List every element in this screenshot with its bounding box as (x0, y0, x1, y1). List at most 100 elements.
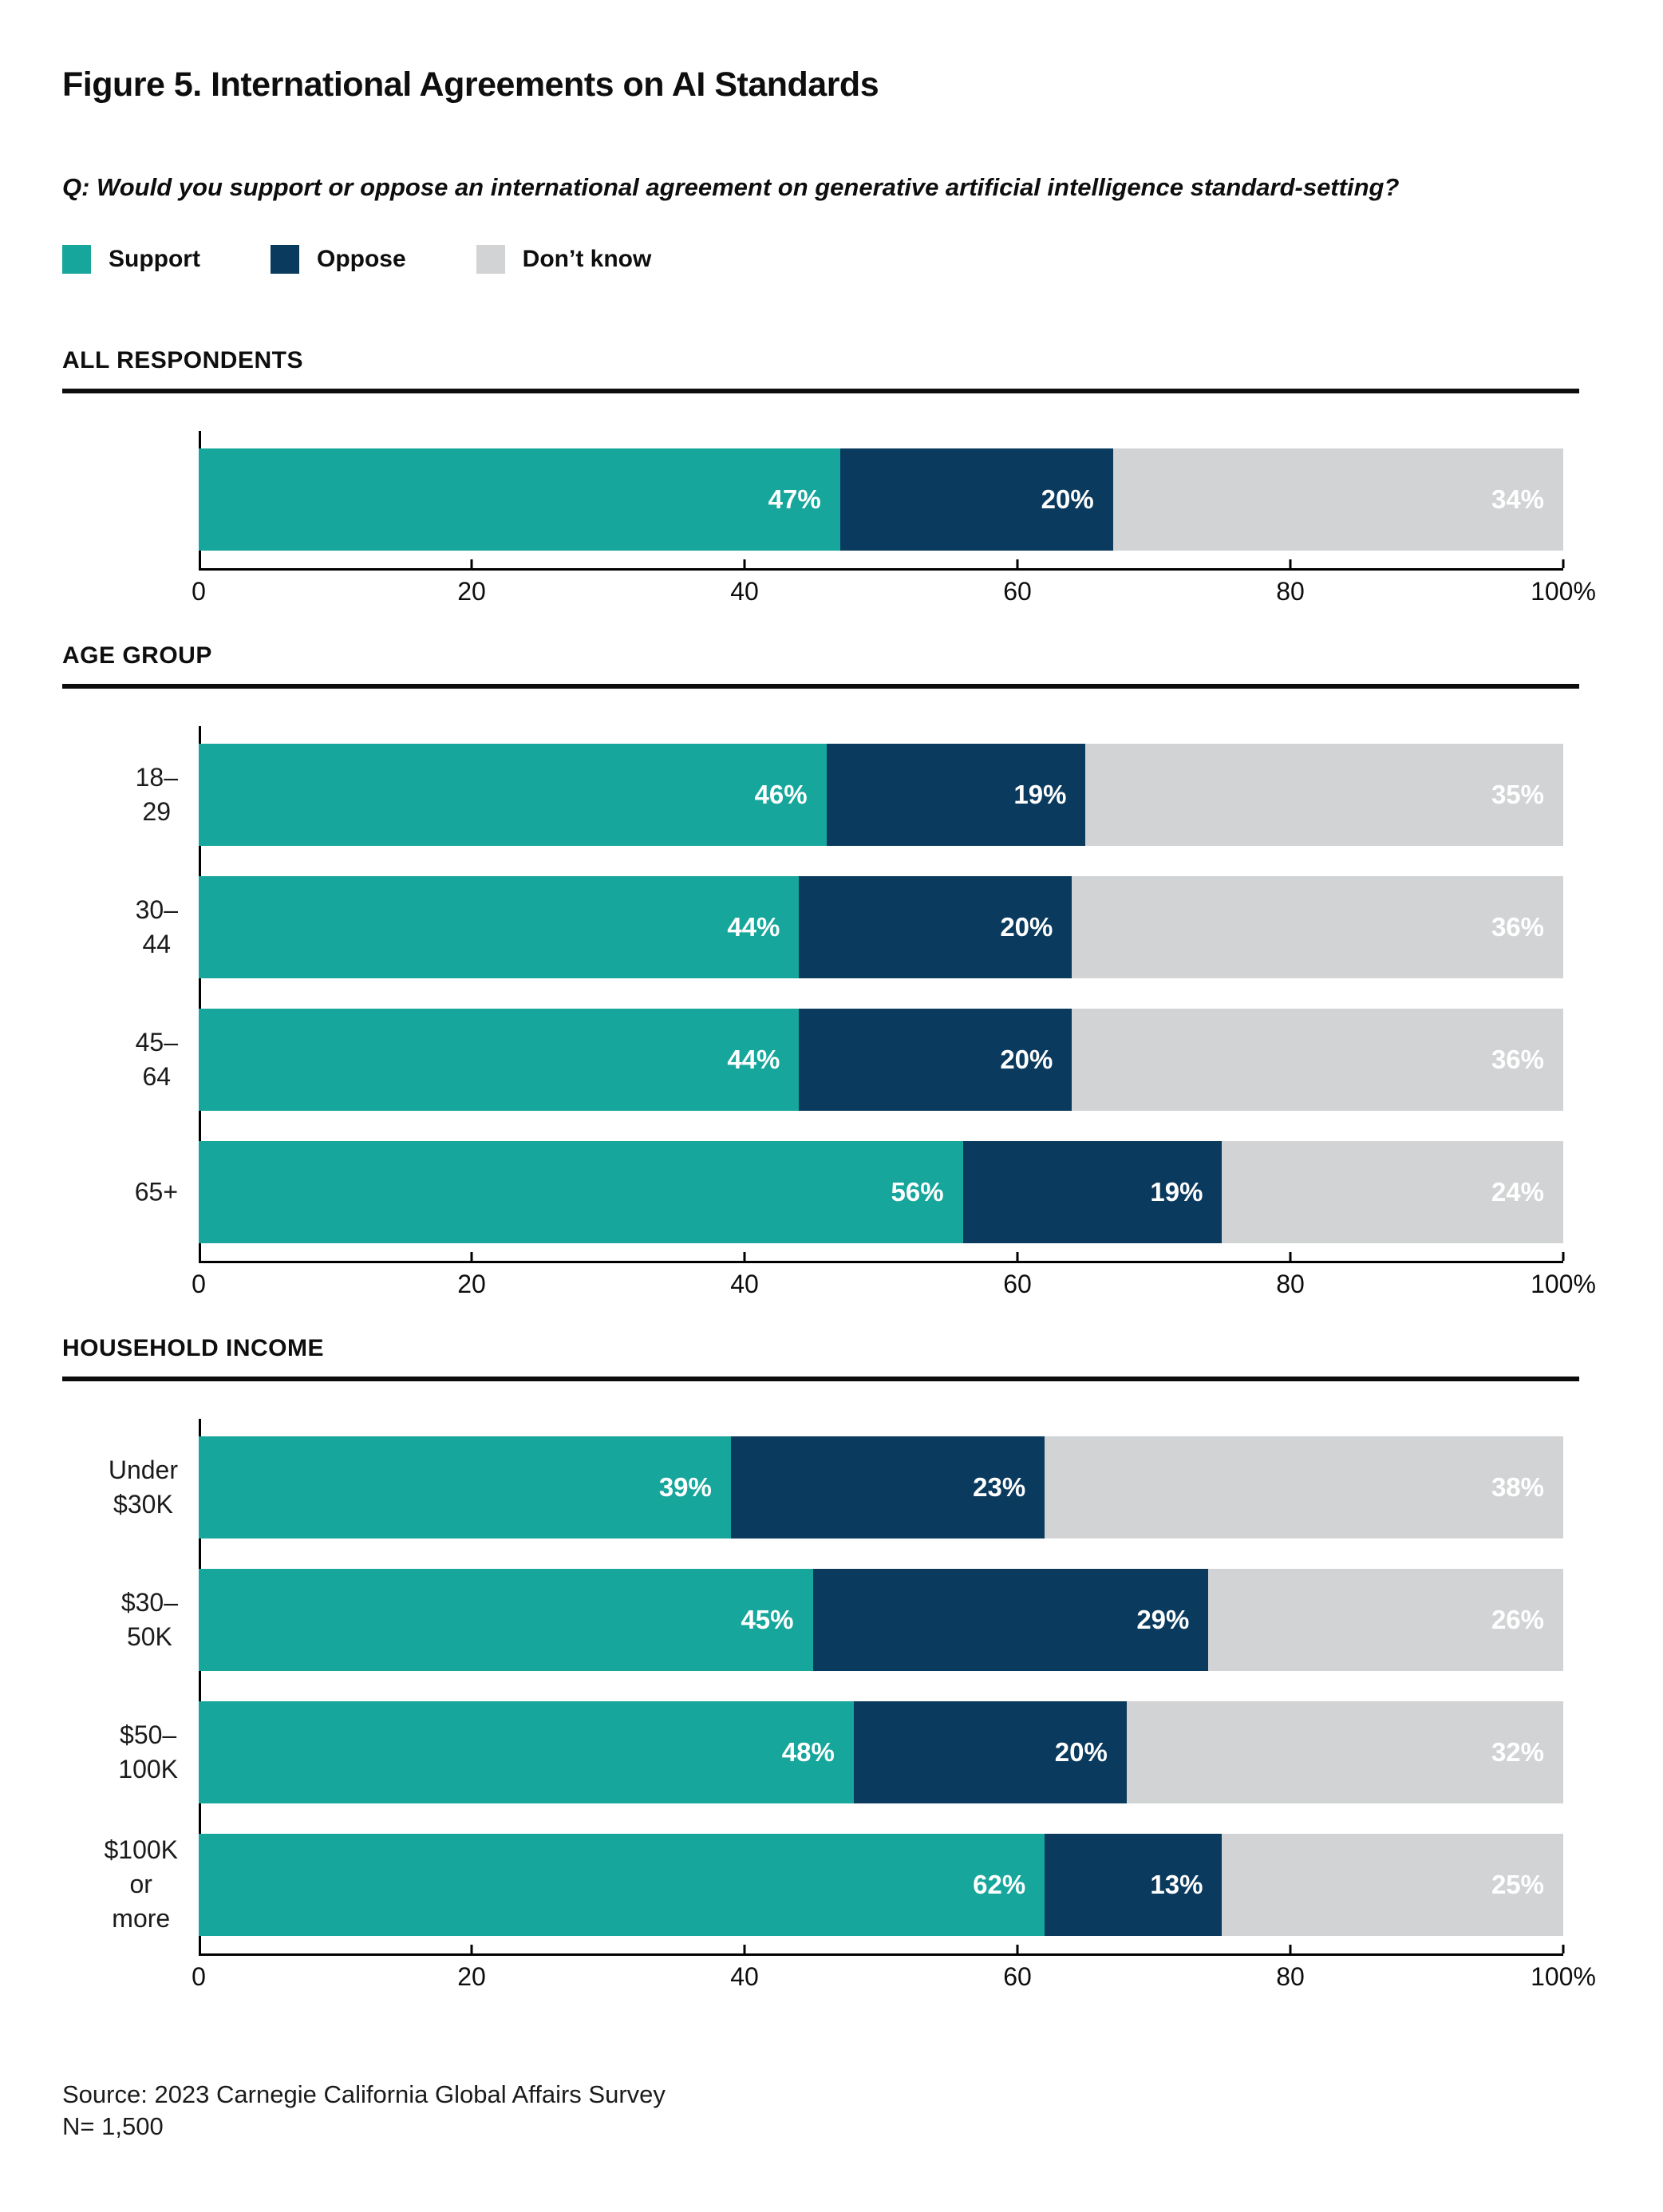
x-axis-tick-labels: 0 20 40 60 80 100% (192, 577, 1596, 609)
bar-segment-support: 47% (199, 448, 840, 551)
stacked-bar: 44% 20% 36% (199, 876, 1563, 978)
legend-label: Support (109, 246, 200, 272)
legend-swatch-icon (62, 245, 91, 274)
stacked-bar: 44% 20% 36% (199, 1009, 1563, 1111)
category-label: 18–29 (135, 762, 178, 826)
bar-segment-support: 45% (199, 1569, 813, 1671)
chart-all-respondents: 47% 20% 34% (199, 431, 1565, 571)
value-label: 45% (741, 1605, 794, 1634)
section-header-household-income: HOUSEHOLD INCOME (62, 1335, 325, 1361)
value-label: 46% (754, 780, 808, 809)
axis-tick (1016, 559, 1019, 568)
axis-tick (1562, 1252, 1565, 1261)
axis-tick-label: 40 (730, 1270, 759, 1298)
bar-segment-support: 48% (199, 1701, 854, 1803)
value-label: 20% (1054, 1737, 1108, 1767)
legend-label: Don’t know (522, 246, 652, 272)
bar-row: $50–100K 48% 20% 32% (118, 1701, 1563, 1803)
category-label: $100K or more (104, 1835, 178, 1934)
axis-tick (1562, 1945, 1565, 1953)
bar-segment-oppose: 20% (799, 876, 1072, 978)
section-all-respondents: ALL RESPONDENTS 47% 20% 34% 0 20 40 60 80 100% (62, 347, 1596, 609)
value-label: 25% (1491, 1870, 1544, 1899)
legend-item-support: Support (62, 245, 200, 274)
bar-segment-dont-know: 24% (1222, 1141, 1563, 1243)
stacked-bar: 45% 29% 26% (199, 1569, 1563, 1671)
section-rule (62, 1377, 1579, 1381)
value-label: 44% (727, 1045, 780, 1074)
x-axis-line (199, 1945, 1565, 1956)
axis-tick-label: 80 (1276, 577, 1305, 606)
bar-segment-support: 62% (199, 1834, 1045, 1936)
value-label: 26% (1491, 1605, 1544, 1634)
axis-tick-label: 20 (457, 577, 486, 606)
axis-tick (743, 1252, 746, 1261)
axis-tick-label: 0 (192, 1962, 206, 1991)
axis-tick (470, 1252, 473, 1261)
value-label: 19% (1013, 780, 1067, 809)
value-label: 36% (1491, 912, 1544, 942)
section-rule (62, 389, 1579, 393)
bar-segment-oppose: 20% (799, 1009, 1072, 1111)
chart-household-income: Under $30K 39% 23% 38% $30–50K 45% 29% 26% $50–1… (104, 1419, 1565, 1956)
bar-segment-oppose: 19% (962, 1141, 1223, 1243)
bar-segment-oppose: 19% (826, 744, 1086, 846)
section-age-group: AGE GROUP 18–29 46% 19% 35% 30–44 44% 20% 36% 45–… (62, 642, 1596, 1302)
bar-segment-support: 39% (199, 1436, 731, 1539)
axis-tick-label: 80 (1276, 1962, 1305, 1991)
y-axis-line (199, 1419, 201, 1956)
value-label: 34% (1491, 484, 1544, 514)
category-label: 45–64 (135, 1027, 178, 1091)
bar-segment-dont-know: 36% (1072, 876, 1563, 978)
value-label: 20% (1000, 1045, 1053, 1074)
bar-segment-support: 44% (199, 876, 800, 978)
bar-segment-dont-know: 36% (1072, 1009, 1563, 1111)
category-label: Under $30K (108, 1455, 178, 1519)
value-label: 20% (1000, 912, 1053, 942)
bar-segment-oppose: 23% (730, 1436, 1045, 1539)
charts-container: ALL RESPONDENTS 47% 20% 34% 0 20 40 60 80 100% AGE… (62, 347, 1596, 1994)
axis-tick-label: 0 (192, 577, 206, 606)
axis-tick-label: 60 (1003, 1962, 1032, 1991)
source-line: Source: 2023 Carnegie California Global … (62, 2080, 666, 2108)
axis-tick-label: 0 (192, 1270, 206, 1298)
value-label: 24% (1491, 1177, 1544, 1207)
stacked-bar: 62% 13% 25% (199, 1834, 1563, 1936)
category-label: $30–50K (120, 1587, 178, 1651)
section-household-income: HOUSEHOLD INCOME Under $30K 39% 23% 38% $30–5… (62, 1335, 1596, 1994)
axis-tick-label: 40 (730, 577, 759, 606)
legend-item-don-t-know: Don’t know (476, 245, 652, 274)
bar-row: Under $30K 39% 23% 38% (109, 1436, 1563, 1539)
source-text: Source: 2023 Carnegie California Global … (62, 2079, 1579, 2142)
bar-row: $30–50K 45% 29% 26% (121, 1569, 1563, 1671)
axis-tick-label: 60 (1003, 577, 1032, 606)
bar-rows: 47% 20% 34% (199, 448, 1563, 551)
value-label: 29% (1136, 1605, 1190, 1634)
stacked-bar: 47% 20% 34% (199, 448, 1563, 551)
figure-page: Figure 5. International Agreements on AI… (62, 65, 1596, 2142)
bar-row: 47% 20% 34% (199, 448, 1563, 551)
value-label: 32% (1491, 1737, 1544, 1767)
bar-segment-dont-know: 32% (1126, 1701, 1563, 1803)
legend-label: Oppose (316, 246, 406, 272)
axis-tick-label: 20 (457, 1962, 486, 1991)
figure-title: Figure 5. International Agreements on AI… (62, 65, 879, 104)
x-axis-tick-labels: 0 20 40 60 80 100% (192, 1962, 1596, 1994)
axis-tick (1562, 559, 1565, 568)
bar-row: $100K or more 62% 13% 25% (104, 1834, 1563, 1936)
legend-swatch-icon (476, 245, 505, 274)
chart-age-group: 18–29 46% 19% 35% 30–44 44% 20% 36% 45–64 44% 20% 3… (135, 726, 1565, 1263)
stacked-bar: 48% 20% 32% (199, 1701, 1563, 1803)
axis-tick-label: 60 (1003, 1270, 1032, 1298)
bar-rows: Under $30K 39% 23% 38% $30–50K 45% 29% 26% $50–1… (104, 1436, 1563, 1936)
bar-segment-oppose: 13% (1045, 1834, 1223, 1936)
legend: Support Oppose Don’t know (62, 245, 1579, 274)
bar-row: 18–29 46% 19% 35% (136, 744, 1563, 846)
category-label: 65+ (134, 1177, 178, 1207)
value-label: 13% (1150, 1870, 1203, 1899)
value-label: 38% (1491, 1472, 1544, 1502)
bar-segment-dont-know: 38% (1045, 1436, 1563, 1539)
axis-tick (743, 1945, 746, 1953)
axis-tick (1289, 559, 1292, 568)
bar-segment-oppose: 20% (839, 448, 1113, 551)
